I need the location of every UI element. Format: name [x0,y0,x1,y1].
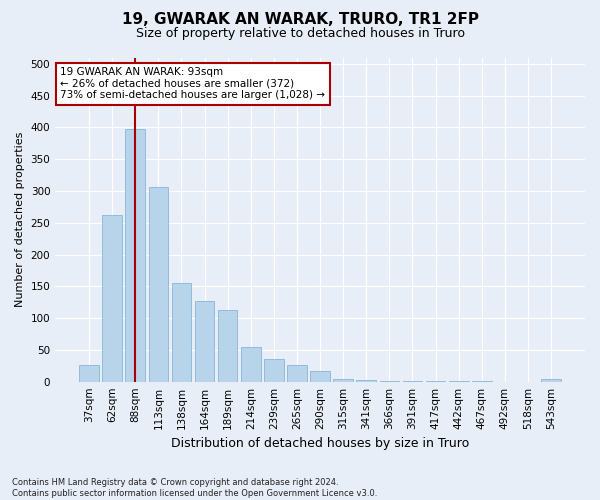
Bar [79,364,99,382]
Bar [403,381,422,382]
Bar [218,310,238,382]
Bar [472,381,491,382]
Bar [195,301,214,382]
Bar [356,380,376,382]
Text: 19 GWARAK AN WARAK: 93sqm
← 26% of detached houses are smaller (372)
73% of semi: 19 GWARAK AN WARAK: 93sqm ← 26% of detac… [61,67,325,100]
Bar [287,364,307,382]
Bar [426,381,445,382]
Bar [125,128,145,382]
Bar [541,378,561,382]
Bar [103,214,122,382]
Text: 19, GWARAK AN WARAK, TRURO, TR1 2FP: 19, GWARAK AN WARAK, TRURO, TR1 2FP [121,12,479,28]
Text: Contains HM Land Registry data © Crown copyright and database right 2024.
Contai: Contains HM Land Registry data © Crown c… [12,478,377,498]
Bar [241,346,260,382]
Bar [334,378,353,382]
Y-axis label: Number of detached properties: Number of detached properties [15,132,25,308]
X-axis label: Distribution of detached houses by size in Truro: Distribution of detached houses by size … [171,437,469,450]
Text: Size of property relative to detached houses in Truro: Size of property relative to detached ho… [136,28,464,40]
Bar [449,381,469,382]
Bar [380,381,399,382]
Bar [310,371,330,382]
Bar [149,186,168,382]
Bar [264,360,284,382]
Bar [172,283,191,382]
